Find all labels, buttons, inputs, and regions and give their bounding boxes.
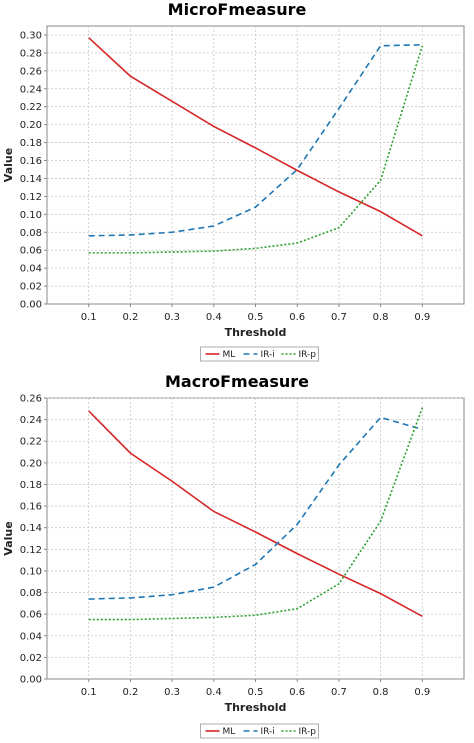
x-tick-label: 0.7 [331,687,347,698]
y-tick-label: 0.22 [20,437,42,448]
y-tick-label: 0.02 [20,653,42,664]
series-line-ir-i [88,44,423,237]
x-tick-label: 0.8 [373,687,389,698]
x-axis-label: Threshold [225,701,287,714]
chart-title: MacroFmeasure [165,372,309,391]
macrofmeasure-plot: 0.00 0.02 0.04 0.06 0.08 0.10 0.12 0.14 0.16 0.18… [2,394,465,739]
y-tick-label: 0.12 [20,192,42,203]
y-tick-label: 0.30 [20,30,42,41]
macrofmeasure-chart: MacroFmeasure 0.00 0.02 0.04 0.06 0.08 0.10 0.… [0,372,474,743]
legend-label-ir-p: IR-p [299,727,317,737]
y-tick-label: 0.18 [20,138,42,149]
legend-label-ir-i: IR-i [261,727,275,737]
y-tick-label: 0.26 [20,394,42,405]
y-tick-label: 0.24 [20,84,42,95]
y-tick-label: 0.20 [20,120,42,131]
x-tick-label: 0.4 [206,687,222,698]
x-tick-label: 0.2 [122,312,138,323]
y-tick-label: 0.10 [20,566,42,577]
y-tick-label: 0.20 [20,458,42,469]
y-tick-label: 0.12 [20,545,42,556]
microfmeasure-plot: 0.00 0.02 0.04 0.06 0.08 0.10 0.12 0.14 0.16 0.18… [2,25,465,362]
y-tick-label: 0.22 [20,102,42,113]
y-tick-label: 0.00 [20,300,42,311]
y-tick-label: 0.10 [20,210,42,221]
y-tick-label: 0.06 [20,610,42,621]
x-tick-label: 0.2 [122,687,138,698]
y-tick-label: 0.02 [20,282,42,293]
x-axis-label: Threshold [225,326,287,339]
x-tick-label: 0.3 [164,687,180,698]
microfmeasure-chart: MicroFmeasure 0.00 0.02 0.04 0.06 0.08 0.10 0.… [0,0,474,368]
x-tick-label: 0.5 [248,312,264,323]
y-tick-label: 0.08 [20,588,42,599]
x-tick-label: 0.9 [414,687,430,698]
y-tick-label: 0.28 [20,48,42,59]
x-tick-label: 0.9 [414,312,430,323]
y-tick-label: 0.04 [20,631,42,642]
x-tick-label: 0.5 [248,687,264,698]
y-tick-label: 0.04 [20,264,42,275]
y-tick-label: 0.24 [20,415,42,426]
x-tick-label: 0.7 [331,312,347,323]
x-tick-label: 0.3 [164,312,180,323]
legend-label-ml: ML [223,350,236,360]
legend: ML IR-i IR-p [200,723,319,739]
y-tick-label: 0.26 [20,66,42,77]
y-tick-label: 0.18 [20,480,42,491]
legend-label-ml: ML [223,727,236,737]
x-tick-label: 0.1 [81,312,97,323]
chart-title: MicroFmeasure [167,0,307,19]
plot-area [46,25,465,305]
y-tick-label: 0.14 [20,523,42,534]
x-tick-label: 0.4 [206,312,222,323]
legend-box [200,346,319,362]
legend-label-ir-i: IR-i [261,350,275,360]
series-line-ir-i [88,416,423,600]
y-axis-label: Value [2,148,15,182]
x-tick-label: 0.6 [289,687,305,698]
y-tick-label: 0.00 [20,675,42,686]
legend-box [200,723,319,739]
legend-label-ir-p: IR-p [299,350,317,360]
x-tick-label: 0.6 [289,312,305,323]
x-tick-label: 0.1 [81,687,97,698]
series-line-ml [88,37,423,237]
y-tick-label: 0.08 [20,228,42,239]
series-line-ml [88,410,423,618]
y-tick-label: 0.14 [20,174,42,185]
y-tick-label: 0.16 [20,502,42,513]
legend: ML IR-i IR-p [200,346,319,362]
x-tick-label: 0.8 [373,312,389,323]
y-tick-label: 0.16 [20,156,42,167]
y-axis-label: Value [2,521,15,555]
y-tick-label: 0.06 [20,246,42,257]
